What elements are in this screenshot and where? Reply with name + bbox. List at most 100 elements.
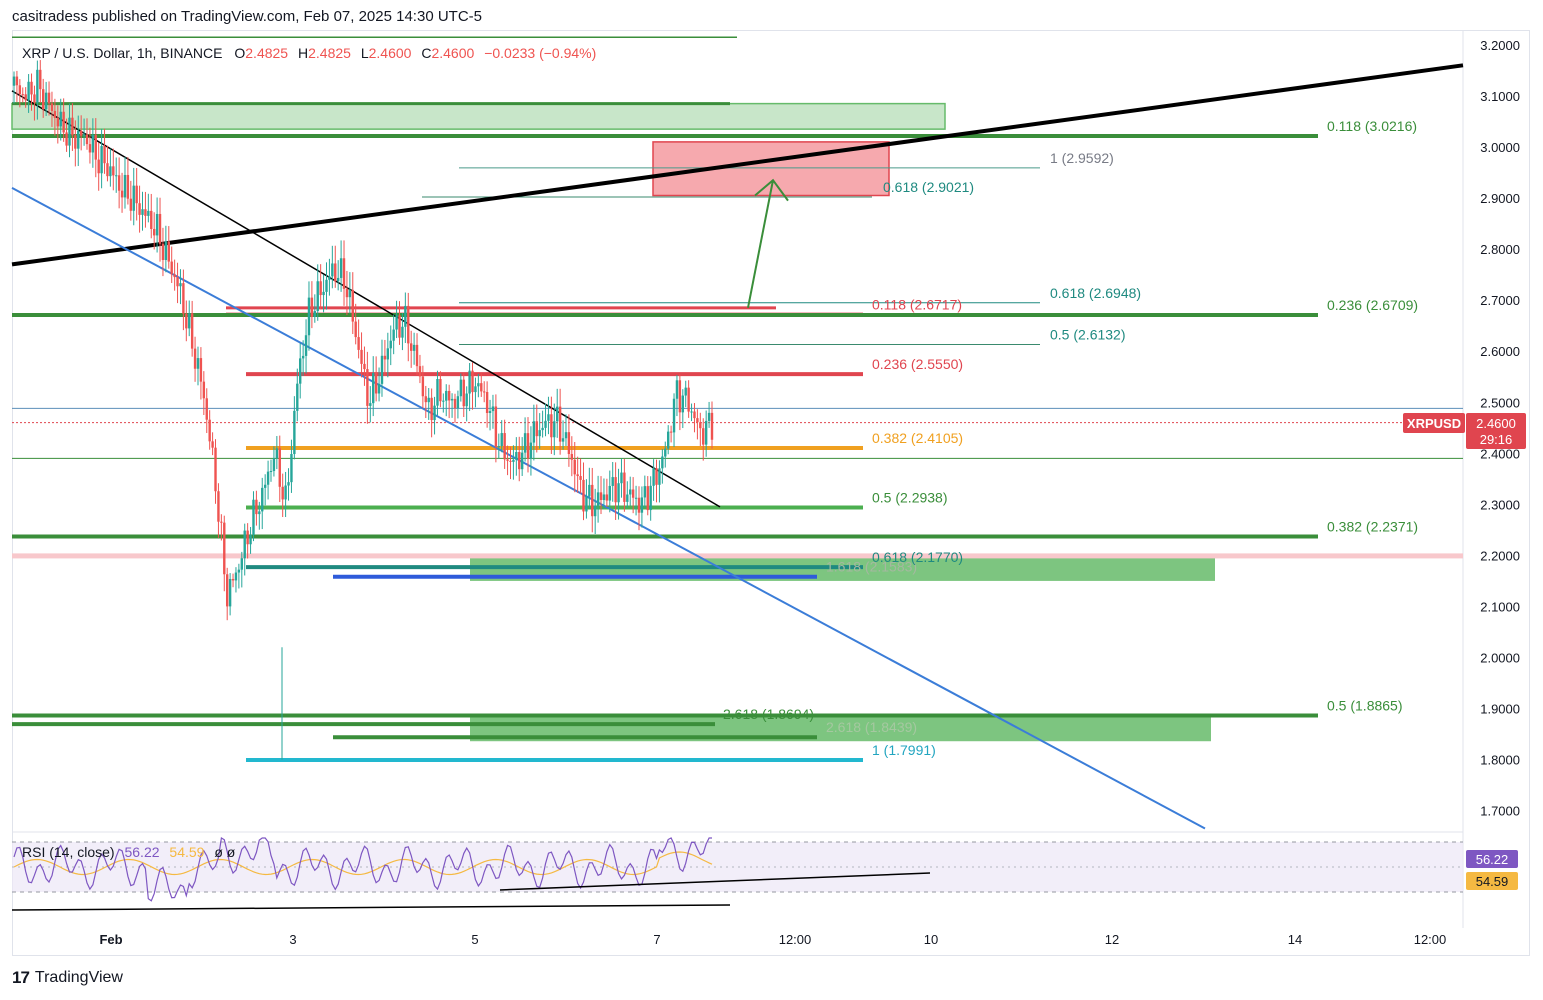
legend-l-label: L — [361, 45, 369, 61]
candle-body — [389, 340, 392, 349]
candle-body — [652, 468, 655, 486]
candle-body — [617, 483, 620, 503]
candle-body — [442, 400, 445, 402]
candle-body — [79, 130, 83, 136]
candle-body — [395, 315, 398, 330]
candle-body — [669, 431, 673, 433]
fib-level-label: 0.118 (2.6717) — [872, 297, 962, 313]
candle-body — [547, 414, 550, 421]
fib-level-label: 0.118 (3.0216) — [1327, 118, 1417, 134]
fib-level-label: 0.618 (2.6948) — [1050, 285, 1141, 301]
candle-body — [550, 414, 553, 438]
candle-body — [354, 321, 357, 338]
candle-body — [62, 111, 65, 133]
candle-body — [643, 486, 647, 498]
x-tick-label: 14 — [1288, 932, 1302, 947]
candle-body — [518, 451, 521, 470]
black-ascending-trendline — [11, 63, 1464, 267]
candle-body — [325, 279, 328, 292]
candle-body — [44, 92, 48, 110]
candle-body — [144, 209, 147, 216]
candle-body — [30, 81, 33, 95]
candle-body — [579, 476, 582, 480]
candle-body — [112, 166, 115, 176]
candle-body — [629, 489, 632, 495]
candle-body — [418, 366, 422, 377]
candle-body — [272, 458, 276, 472]
x-tick-label: Feb — [99, 932, 122, 947]
legend-o-label: O — [234, 45, 245, 61]
y-tick-label: 3.0000 — [1480, 140, 1520, 155]
candle-body — [693, 411, 696, 419]
legend-line: XRP / U.S. Dollar, 1h, BINANCE O2.4825 H… — [22, 45, 596, 61]
candle-body — [424, 396, 427, 403]
candle-body — [275, 448, 279, 459]
rsi-legend: RSI (14, close) 56.22 54.59 ø ø — [22, 844, 236, 860]
y-tick-label: 1.7000 — [1480, 804, 1520, 819]
candle-body — [433, 405, 436, 421]
candle-body — [263, 484, 267, 488]
candle-body — [415, 344, 419, 367]
legend-l: 2.4600 — [369, 45, 412, 61]
candle-body — [115, 175, 118, 177]
candle-body — [18, 85, 22, 95]
symbol-tag: XRPUSD — [1407, 416, 1461, 431]
candle-body — [538, 430, 541, 437]
candle-body — [126, 174, 130, 199]
candle-body — [193, 348, 197, 369]
candle-body — [372, 372, 375, 404]
y-tick-label: 2.9000 — [1480, 191, 1520, 206]
candle-body — [147, 210, 150, 216]
candle-body — [409, 343, 413, 351]
candle-body — [494, 406, 498, 447]
candle-body — [421, 376, 425, 397]
candle-body — [582, 479, 585, 512]
legend-h-label: H — [298, 45, 308, 61]
candle-body — [544, 420, 547, 428]
candle-body — [88, 144, 92, 153]
candle-body — [50, 103, 54, 111]
candle-body — [558, 406, 562, 442]
candle-body — [623, 472, 626, 502]
candle-body — [316, 281, 319, 312]
candle-body — [465, 393, 468, 407]
candle-body — [608, 485, 611, 501]
legend-change: −0.0233 (−0.94%) — [484, 45, 596, 61]
candle-body — [447, 390, 451, 401]
candle-body — [471, 370, 474, 393]
rsi-line — [13, 837, 712, 902]
candle-body — [281, 486, 284, 500]
fib-level-label: 0.5 (2.6132) — [1050, 326, 1126, 342]
candle-body — [453, 398, 457, 409]
candle-body — [231, 578, 235, 581]
candle-body — [199, 358, 203, 382]
candle-body — [710, 412, 714, 440]
candle-body — [301, 355, 305, 359]
black-descending-trendline — [11, 90, 721, 508]
candle-body — [94, 134, 97, 160]
candle-body — [675, 380, 679, 399]
candle-body — [164, 241, 168, 260]
rsi-tag-value: 56.22 — [1476, 852, 1509, 867]
target-arrow-shaft — [747, 179, 774, 308]
candle-body — [237, 569, 241, 573]
candle-body — [106, 163, 109, 177]
candle-body — [217, 491, 220, 522]
candle-body — [33, 94, 36, 103]
candle-body — [369, 403, 372, 406]
candle-body — [91, 134, 95, 153]
candle-body — [129, 198, 133, 211]
fib-level-label: 1.618 (2.1583) — [826, 559, 917, 575]
y-tick-label: 2.1000 — [1480, 599, 1520, 614]
candle-body — [526, 433, 530, 459]
candle-body — [176, 277, 179, 287]
candle-body — [704, 420, 708, 445]
candle-body — [141, 209, 144, 215]
candle-body — [150, 210, 153, 229]
fib-level-label: 0.236 (2.5550) — [872, 356, 963, 372]
candle-body — [225, 574, 229, 607]
candle-body — [336, 277, 340, 282]
candle-body — [599, 492, 603, 501]
candle-body — [240, 558, 243, 570]
